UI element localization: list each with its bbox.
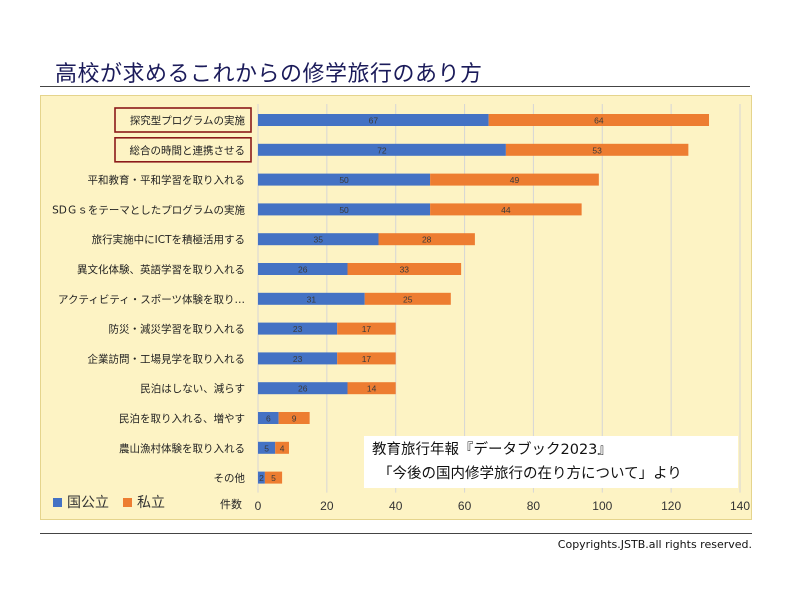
bar-segment-kokukoritsu <box>258 412 279 424</box>
data-label: 14 <box>367 384 377 394</box>
category-label: 企業訪問・工場見学を取り入れる <box>88 352 246 365</box>
source-note-line1: 教育旅行年報『データブック2023』 <box>372 442 612 458</box>
category-label: 総合の時間と連携させる <box>130 144 246 157</box>
x-tick-label: 100 <box>592 499 612 513</box>
data-label: 26 <box>298 265 308 275</box>
data-label: 64 <box>594 116 604 126</box>
copyright-text: Copyrights.JSTB.all rights reserved. <box>557 538 752 551</box>
data-label: 50 <box>339 205 349 215</box>
bottom-divider <box>40 533 752 534</box>
highlight-box <box>114 136 252 163</box>
bar-segment-kokukoritsu <box>258 114 489 126</box>
data-label: 44 <box>501 205 511 215</box>
highlight-box <box>114 107 252 133</box>
bar-segment-kokukoritsu <box>258 322 338 335</box>
bar-segment-shiritsu <box>275 441 289 454</box>
data-label: 23 <box>293 354 303 364</box>
bar-segment-kokukoritsu <box>258 173 431 186</box>
data-label: 25 <box>403 294 413 304</box>
data-label: 50 <box>339 175 349 185</box>
bar-segment-kokukoritsu <box>258 471 265 484</box>
data-label: 26 <box>298 384 308 394</box>
category-label: その他 <box>214 472 246 485</box>
data-label: 53 <box>592 145 602 155</box>
bar-segment-kokukoritsu <box>258 292 365 305</box>
data-label: 33 <box>400 265 410 275</box>
title-divider <box>40 86 750 87</box>
legend-label: 国公立 <box>67 495 109 511</box>
data-label: 72 <box>377 145 387 155</box>
category-label: 民泊はしない、減らす <box>140 382 245 395</box>
bar-segment-shiritsu <box>430 173 599 186</box>
data-label: 6 <box>266 414 271 424</box>
legend-swatch-kokukoritsu <box>53 498 62 507</box>
category-label: SDＧｓをテーマとしたプログラムの実施 <box>52 203 245 216</box>
data-label: 5 <box>271 473 276 483</box>
bar-segment-kokukoritsu <box>258 441 276 454</box>
bar-segment-shiritsu <box>278 412 310 424</box>
bar-segment-kokukoritsu <box>258 143 506 156</box>
x-tick-label: 60 <box>458 499 472 513</box>
data-label: 5 <box>264 443 269 453</box>
bar-segment-shiritsu <box>347 382 396 395</box>
bar-segment-shiritsu <box>337 352 396 365</box>
source-note-line2: 「今後の国内修学旅行の在り方について」より <box>378 466 682 482</box>
bar-segment-kokukoritsu <box>258 233 379 246</box>
page-title: 高校が求めるこれからの修学旅行のあり方 <box>55 62 483 87</box>
bar-segment-kokukoritsu <box>258 203 431 216</box>
bar-segment-shiritsu <box>337 322 396 335</box>
x-axis-label: 件数 <box>220 498 242 511</box>
data-label: 17 <box>362 324 372 334</box>
source-note: 教育旅行年報『データブック2023』 「今後の国内修学旅行の在り方について」より <box>364 436 738 488</box>
legend-swatch-shiritsu <box>123 498 132 507</box>
bar-segment-shiritsu <box>347 263 462 275</box>
data-label: 28 <box>422 235 432 245</box>
x-tick-label: 80 <box>527 499 541 513</box>
x-tick-label: 120 <box>661 499 681 513</box>
bar-segment-kokukoritsu <box>258 263 348 275</box>
bar-segment-shiritsu <box>364 292 451 305</box>
data-label: 17 <box>362 354 372 364</box>
bar-segment-shiritsu <box>264 471 283 484</box>
bar-segment-shiritsu <box>505 143 689 156</box>
data-label: 31 <box>307 294 317 304</box>
data-label: 2 <box>259 473 264 483</box>
category-label: 防災・減災学習を取り入れる <box>109 323 246 336</box>
data-label: 67 <box>369 116 379 126</box>
x-tick-label: 40 <box>389 499 403 513</box>
category-label: 探究型プログラムの実施 <box>130 114 246 127</box>
x-tick-label: 20 <box>320 499 334 513</box>
bar-segment-shiritsu <box>488 114 710 126</box>
bar-segment-kokukoritsu <box>258 382 348 395</box>
data-label: 35 <box>314 235 324 245</box>
category-label: 農山漁村体験を取り入れる <box>119 442 245 455</box>
category-label: 旅行実施中にICTを積極活用する <box>92 233 245 246</box>
x-tick-label: 140 <box>730 499 750 513</box>
category-label: アクティビティ・スポーツ体験を取り… <box>58 293 245 306</box>
data-label: 4 <box>280 443 285 453</box>
category-label: 民泊を取り入れる、増やす <box>119 412 245 425</box>
bar-segment-kokukoritsu <box>258 352 338 365</box>
category-label: 平和教育・平和学習を取り入れる <box>88 174 246 187</box>
category-label: 異文化体験、英語学習を取り入れる <box>77 263 245 276</box>
x-tick-label: 0 <box>255 499 262 513</box>
data-label: 9 <box>292 414 297 424</box>
bar-segment-shiritsu <box>430 203 582 216</box>
data-label: 23 <box>293 324 303 334</box>
data-label: 49 <box>510 175 520 185</box>
bar-segment-shiritsu <box>378 233 475 246</box>
legend-label: 私立 <box>137 495 165 511</box>
